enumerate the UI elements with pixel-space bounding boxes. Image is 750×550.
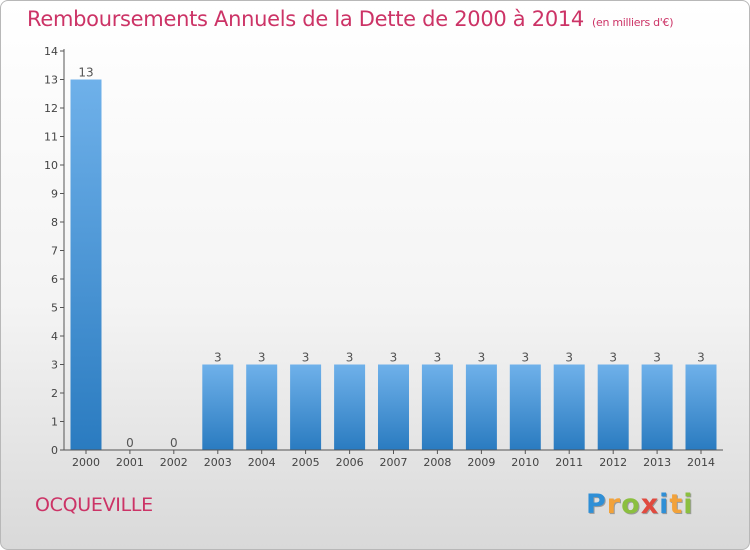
data-label-2002: 0 bbox=[170, 436, 178, 450]
logo-letter: r bbox=[606, 489, 622, 520]
data-label-2003: 3 bbox=[214, 351, 222, 365]
data-label-2014: 3 bbox=[697, 351, 705, 365]
y-tick-label-7: 7 bbox=[51, 245, 58, 258]
data-label-2013: 3 bbox=[653, 351, 661, 365]
logo-letter: o bbox=[621, 489, 641, 520]
logo-letter: i bbox=[683, 489, 694, 520]
data-label-2001: 0 bbox=[126, 436, 134, 450]
y-tick-label-10: 10 bbox=[44, 159, 58, 172]
x-tick-label-2000: 2000 bbox=[72, 456, 100, 469]
y-tick-label-3: 3 bbox=[51, 359, 58, 372]
data-label-2000: 13 bbox=[78, 66, 93, 80]
chart-title: Remboursements Annuels de la Dette de 20… bbox=[27, 7, 673, 31]
y-tick-label-0: 0 bbox=[51, 444, 58, 457]
x-tick-label-2013: 2013 bbox=[643, 456, 671, 469]
bar-2011 bbox=[553, 364, 585, 450]
bar-2007 bbox=[378, 364, 409, 450]
y-tick-label-1: 1 bbox=[51, 416, 58, 429]
data-label-2012: 3 bbox=[609, 351, 617, 365]
y-tick-label-8: 8 bbox=[51, 216, 58, 229]
data-label-2009: 3 bbox=[478, 351, 486, 365]
y-tick-label-13: 13 bbox=[44, 74, 58, 87]
x-tick-label-2007: 2007 bbox=[380, 456, 408, 469]
data-label-2011: 3 bbox=[565, 351, 573, 365]
y-tick-label-14: 14 bbox=[44, 45, 58, 58]
bar-2006 bbox=[334, 364, 366, 450]
y-tick-label-2: 2 bbox=[51, 387, 58, 400]
bar-2008 bbox=[421, 364, 453, 450]
bar-2010 bbox=[509, 364, 541, 450]
bar-2005 bbox=[290, 364, 322, 450]
data-label-2007: 3 bbox=[390, 351, 398, 365]
bar-2012 bbox=[597, 364, 629, 450]
bar-2009 bbox=[465, 364, 497, 450]
data-label-2004: 3 bbox=[258, 351, 266, 365]
x-tick-label-2011: 2011 bbox=[555, 456, 583, 469]
y-tick-label-5: 5 bbox=[51, 302, 58, 315]
bar-2013 bbox=[641, 364, 673, 450]
y-tick-label-4: 4 bbox=[51, 330, 58, 343]
bar-2014 bbox=[685, 364, 717, 450]
axis-layer: 2000 2001 2002 2003 2004 2005 2006 2007 2008 2009… bbox=[44, 45, 723, 469]
x-tick-label-2006: 2006 bbox=[336, 456, 364, 469]
logo-letter: t bbox=[669, 489, 684, 520]
chart-title-text: Remboursements Annuels de la Dette de 20… bbox=[27, 7, 584, 31]
bars-layer: 13 0 0 3 3 3 3 3 3 3 3 3 3 3 3 bbox=[70, 66, 717, 450]
y-tick-label-12: 12 bbox=[44, 102, 58, 115]
x-tick-label-2008: 2008 bbox=[423, 456, 451, 469]
data-label-2005: 3 bbox=[302, 351, 310, 365]
y-tick-label-6: 6 bbox=[51, 273, 58, 286]
data-label-2006: 3 bbox=[346, 351, 354, 365]
x-tick-label-2003: 2003 bbox=[204, 456, 232, 469]
y-tick-label-11: 11 bbox=[44, 131, 58, 144]
chart-subtitle: (en milliers d'€) bbox=[592, 16, 674, 29]
data-label-2008: 3 bbox=[434, 351, 442, 365]
x-tick-label-2002: 2002 bbox=[160, 456, 188, 469]
proxiti-logo: Proxiti bbox=[586, 489, 694, 520]
x-tick-label-2010: 2010 bbox=[511, 456, 539, 469]
x-tick-label-2004: 2004 bbox=[248, 456, 276, 469]
commune-name: OCQUEVILLE bbox=[35, 494, 153, 516]
x-tick-label-2014: 2014 bbox=[687, 456, 715, 469]
x-tick-label-2001: 2001 bbox=[116, 456, 144, 469]
logo-letter: P bbox=[586, 489, 607, 520]
logo-letter: i bbox=[659, 489, 670, 520]
x-tick-label-2012: 2012 bbox=[599, 456, 627, 469]
x-tick-label-2005: 2005 bbox=[292, 456, 320, 469]
bar-2000 bbox=[70, 79, 102, 450]
logo-letter: x bbox=[640, 489, 660, 520]
x-tick-label-2009: 2009 bbox=[467, 456, 495, 469]
data-label-2010: 3 bbox=[521, 351, 529, 365]
y-tick-label-9: 9 bbox=[51, 188, 58, 201]
bar-2003 bbox=[202, 364, 234, 450]
bar-2004 bbox=[246, 364, 278, 450]
